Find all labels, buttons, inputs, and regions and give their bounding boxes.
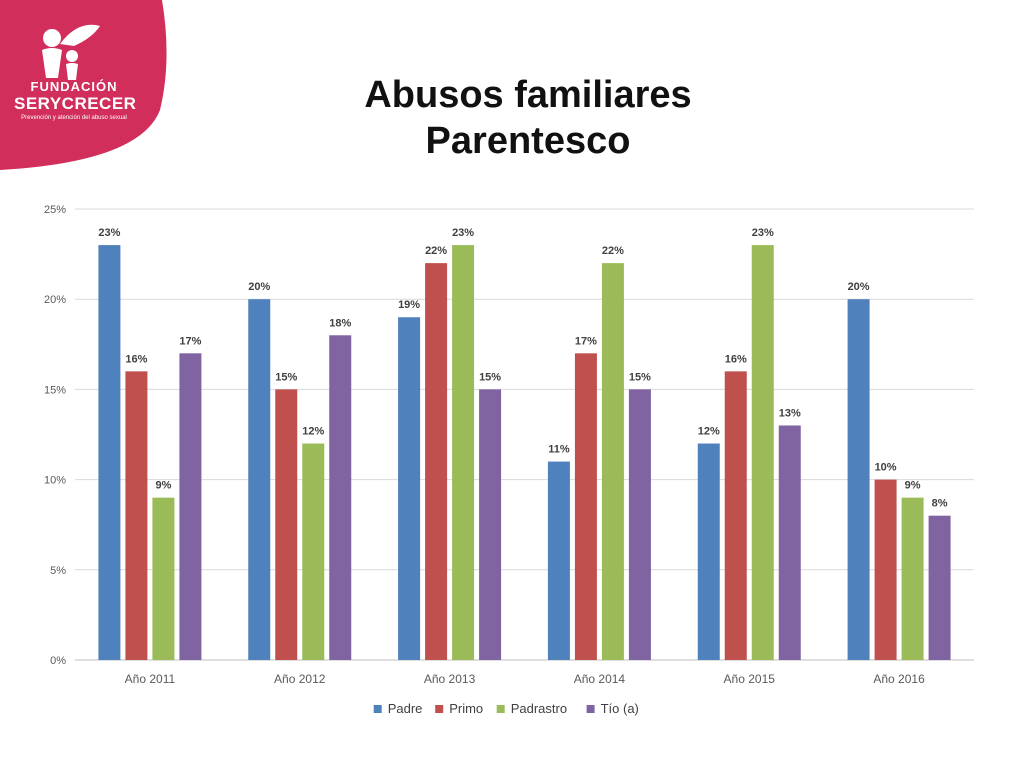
page-title: Abusos familiares Parentesco: [300, 72, 756, 164]
bar: [874, 479, 897, 660]
legend-swatch: [586, 705, 595, 713]
category-label: Año 2016: [873, 672, 925, 686]
y-tick-label: 20%: [44, 294, 66, 306]
bar: [329, 335, 352, 660]
bar: [751, 245, 774, 660]
category-label: Año 2015: [724, 672, 776, 686]
legend-label: Primo: [449, 701, 483, 716]
logo-line1: FUNDACIÓN: [30, 79, 118, 94]
logo-line2: SERYCRECER: [14, 94, 137, 113]
data-label: 12%: [302, 426, 324, 438]
data-label: 18%: [329, 317, 351, 329]
y-tick-label: 15%: [44, 384, 66, 396]
category-label: Año 2014: [574, 672, 626, 686]
legend-label: Tío (a): [601, 701, 639, 716]
y-tick-label: 0%: [50, 655, 66, 667]
data-label: 11%: [548, 444, 570, 456]
legend-label: Padrastro: [511, 701, 567, 716]
data-label: 12%: [698, 426, 720, 438]
legend-swatch: [496, 705, 505, 713]
logo-badge: [0, 0, 167, 170]
data-label: 22%: [425, 245, 447, 257]
data-label: 23%: [98, 227, 120, 239]
title-line1: Abusos familiares: [364, 74, 692, 116]
bar: [302, 443, 325, 660]
legend-swatch: [373, 705, 382, 713]
bar: [928, 515, 951, 660]
bar: [778, 425, 801, 660]
data-label: 19%: [398, 299, 420, 311]
bar: [601, 263, 624, 660]
data-label: 10%: [875, 462, 897, 474]
bar: [248, 299, 271, 660]
y-tick-label: 5%: [50, 565, 66, 577]
data-label: 17%: [179, 335, 201, 347]
data-label: 9%: [905, 480, 921, 492]
data-label: 15%: [629, 371, 651, 383]
data-label: 20%: [248, 281, 270, 293]
logo-text: FUNDACIÓN SERYCRECER Prevención y atenci…: [14, 79, 137, 121]
bar: [547, 461, 570, 660]
bar: [179, 353, 202, 660]
bar: [479, 389, 502, 660]
bar: [697, 443, 720, 660]
bar: [275, 389, 298, 660]
data-label: 22%: [602, 245, 624, 257]
bar: [125, 371, 148, 660]
data-label: 16%: [125, 353, 147, 365]
bar: [152, 497, 175, 660]
bar: [724, 371, 747, 660]
legend-swatch: [435, 705, 444, 713]
bar: [425, 263, 448, 660]
category-label: Año 2013: [424, 672, 476, 686]
data-label: 15%: [275, 371, 297, 383]
data-label: 23%: [752, 227, 774, 239]
legend-label: Padre: [388, 701, 423, 716]
data-label: 9%: [155, 480, 171, 492]
bar: [847, 299, 870, 660]
data-label: 8%: [932, 498, 948, 510]
data-label: 13%: [779, 407, 801, 419]
data-label: 20%: [848, 281, 870, 293]
bar: [398, 317, 421, 660]
category-label: Año 2012: [274, 672, 326, 686]
bar: [901, 497, 924, 660]
bar: [574, 353, 597, 660]
category-label: Año 2011: [125, 672, 176, 686]
logo-tagline: Prevención y atención del abuso sexual: [21, 115, 127, 121]
y-tick-label: 25%: [44, 204, 66, 216]
logo: FUNDACIÓN SERYCRECER Prevención y atenci…: [0, 0, 170, 172]
bar: [452, 245, 475, 660]
bar: [628, 389, 651, 660]
data-label: 23%: [452, 227, 474, 239]
title-line2: Parentesco: [425, 120, 631, 162]
data-label: 16%: [725, 353, 747, 365]
data-label: 15%: [479, 371, 501, 383]
data-label: 17%: [575, 335, 597, 347]
bar: [98, 245, 121, 660]
hands-icon: [42, 24, 100, 80]
y-tick-label: 10%: [44, 475, 66, 487]
